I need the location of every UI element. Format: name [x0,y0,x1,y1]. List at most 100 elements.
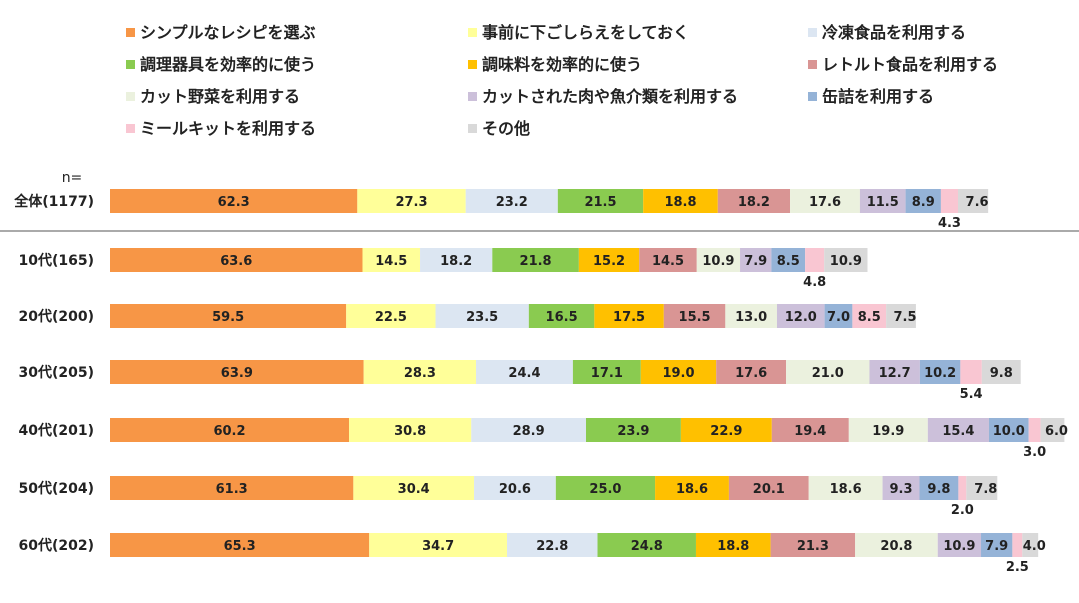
bar-r5-s8 [927,418,989,442]
value-label-r2-s9: 8.5 [777,254,800,269]
legend-swatch-10 [126,124,135,133]
value-label-r1-s8: 11.5 [867,195,899,210]
bar-r3-s2 [346,304,436,328]
bar-r5-s10 [1028,418,1041,442]
legend-label-5: 調味料を効率的に使う [482,55,642,74]
bar-r3-s5 [594,304,664,328]
value-label-r1-s6: 18.2 [738,195,770,210]
bar-r2-s10 [805,248,825,272]
bar-r6-s10 [958,476,967,500]
value-label-r7-s11: 4.0 [1023,539,1046,554]
bar-r4-s8 [869,360,920,384]
bar-r2-s6 [639,248,697,272]
bar-r1-s2 [357,189,466,213]
legend: シンプルなレシピを選ぶ 事前に下ごしらえをしておく 冷凍食品を利用する調理器具を効率… [126,23,998,138]
bar-r3-s3 [435,304,529,328]
value-label-r3-s6: 15.5 [679,310,711,325]
value-label-r7-s6: 21.3 [797,539,829,554]
bar-r4-s2 [363,360,477,384]
bar-r2-s5 [578,248,640,272]
bar-r7-s4 [597,533,696,557]
bar-r6-s8 [882,476,920,500]
bar-r2-s1 [110,248,363,272]
bar-r7-s7 [855,533,938,557]
value-label-r5-s11: 6.0 [1045,424,1068,439]
bar-r1-s5 [643,189,718,213]
bar-r5-s5 [680,418,772,442]
value-label-r4-s5: 19.0 [662,366,694,381]
row-label-4: 30代(205) [18,364,94,381]
n-label: n= [62,170,83,186]
value-label-r2-s8: 7.9 [744,254,767,269]
value-label-r1-s3: 23.2 [496,195,528,210]
value-label-r2-s4: 21.8 [520,254,552,269]
legend-label-10: ミールキットを利用する [140,119,316,138]
value-label-r7-s9: 7.9 [985,539,1008,554]
value-label-r3-s8: 12.0 [785,310,817,325]
value-label-r1-s2: 27.3 [395,195,427,210]
legend-label-11: その他 [482,119,530,138]
value-label-r3-s4: 16.5 [546,310,578,325]
bar-r3-s9 [824,304,853,328]
value-label-r5-s3: 28.9 [513,424,545,439]
value-label-r2-s1: 63.6 [220,254,252,269]
value-label-r6-s3: 20.6 [499,482,531,497]
bar-r1-s8 [859,189,906,213]
value-label-r5-s2: 30.8 [394,424,426,439]
bar-r5-s4 [586,418,681,442]
bar-r1-s6 [717,189,791,213]
bar-r5-s3 [471,418,587,442]
bar-r4-s5 [640,360,717,384]
bar-r7-s6 [770,533,856,557]
value-label-r2-s11: 10.9 [830,254,862,269]
bar-r5-s11 [1040,418,1065,442]
value-label-r4-s3: 24.4 [508,366,540,381]
bar-r7-s11 [1022,533,1039,557]
bar-r1-s1 [110,189,358,213]
value-label-r3-s10: 8.5 [858,310,881,325]
value-label-r1-s11: 7.6 [966,195,989,210]
legend-label-9: 缶詰を利用する [822,87,934,106]
bar-r5-s9 [988,418,1029,442]
bar-r4-s10 [960,360,982,384]
value-label-r2-s5: 15.2 [593,254,625,269]
value-label-r5-s4: 23.9 [617,424,649,439]
value-label-r2-s2: 14.5 [375,254,407,269]
legend-label-3: 冷凍食品を利用する [822,23,966,42]
bar-r7-s3 [507,533,598,557]
bar-r6-s5 [655,476,729,500]
bar-r3-s1 [110,304,347,328]
bar-r6-s1 [110,476,354,500]
value-label-r7-s1: 65.3 [224,539,256,554]
bar-r5-s7 [848,418,928,442]
value-label-r7-s3: 22.8 [536,539,568,554]
value-label-r6-s8: 9.3 [890,482,913,497]
bar-r3-s10 [852,304,887,328]
bar-r4-s1 [110,360,364,384]
value-label-r7-s5: 18.8 [717,539,749,554]
value-label-r6-s7: 18.6 [830,482,862,497]
row-label-3: 20代(200) [18,308,94,325]
value-label-r1-s5: 18.8 [664,195,696,210]
bar-r4-s4 [572,360,641,384]
bar-r4-s6 [716,360,787,384]
value-label-r6-s6: 20.1 [753,482,785,497]
row-label-6: 50代(204) [18,480,94,497]
row-label-7: 60代(202) [18,537,94,554]
legend-swatch-6 [808,60,817,69]
bar-r2-s11 [824,248,868,272]
value-label-r4-s9: 10.2 [924,366,956,381]
value-label-r2-s10: 4.8 [803,275,826,290]
bar-r1-s7 [790,189,860,213]
bar-r6-s11 [966,476,998,500]
value-label-r4-s1: 63.9 [221,366,253,381]
bar-r2-s8 [740,248,772,272]
value-label-r5-s5: 22.9 [710,424,742,439]
bar-r5-s1 [110,418,349,442]
value-label-r3-s3: 23.5 [466,310,498,325]
bar-r4-s7 [786,360,870,384]
bar-r2-s2 [362,248,421,272]
bar-r1-s4 [557,189,644,213]
bar-r7-s10 [1012,533,1023,557]
value-label-r1-s7: 17.6 [809,195,841,210]
